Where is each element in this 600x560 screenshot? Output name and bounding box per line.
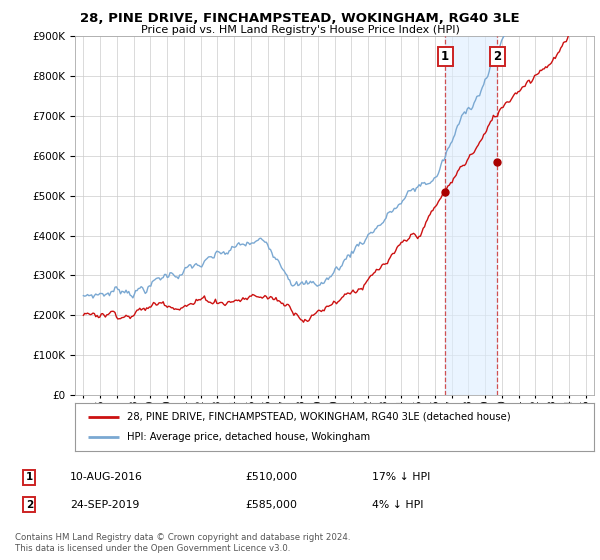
Text: 28, PINE DRIVE, FINCHAMPSTEAD, WOKINGHAM, RG40 3LE (detached house): 28, PINE DRIVE, FINCHAMPSTEAD, WOKINGHAM… — [127, 412, 511, 422]
Text: 1: 1 — [441, 50, 449, 63]
Text: 28, PINE DRIVE, FINCHAMPSTEAD, WOKINGHAM, RG40 3LE: 28, PINE DRIVE, FINCHAMPSTEAD, WOKINGHAM… — [80, 12, 520, 25]
Text: 1: 1 — [26, 473, 33, 483]
Text: £510,000: £510,000 — [245, 473, 298, 483]
Text: 10-AUG-2016: 10-AUG-2016 — [70, 473, 143, 483]
Text: HPI: Average price, detached house, Wokingham: HPI: Average price, detached house, Woki… — [127, 432, 370, 442]
Text: 24-SEP-2019: 24-SEP-2019 — [70, 500, 139, 510]
Text: £585,000: £585,000 — [245, 500, 298, 510]
Text: Price paid vs. HM Land Registry's House Price Index (HPI): Price paid vs. HM Land Registry's House … — [140, 25, 460, 35]
Text: Contains HM Land Registry data © Crown copyright and database right 2024.
This d: Contains HM Land Registry data © Crown c… — [15, 533, 350, 553]
Text: 2: 2 — [493, 50, 502, 63]
Bar — [445, 36, 497, 395]
Text: 17% ↓ HPI: 17% ↓ HPI — [372, 473, 430, 483]
Text: 4% ↓ HPI: 4% ↓ HPI — [372, 500, 424, 510]
Text: 2: 2 — [26, 500, 33, 510]
